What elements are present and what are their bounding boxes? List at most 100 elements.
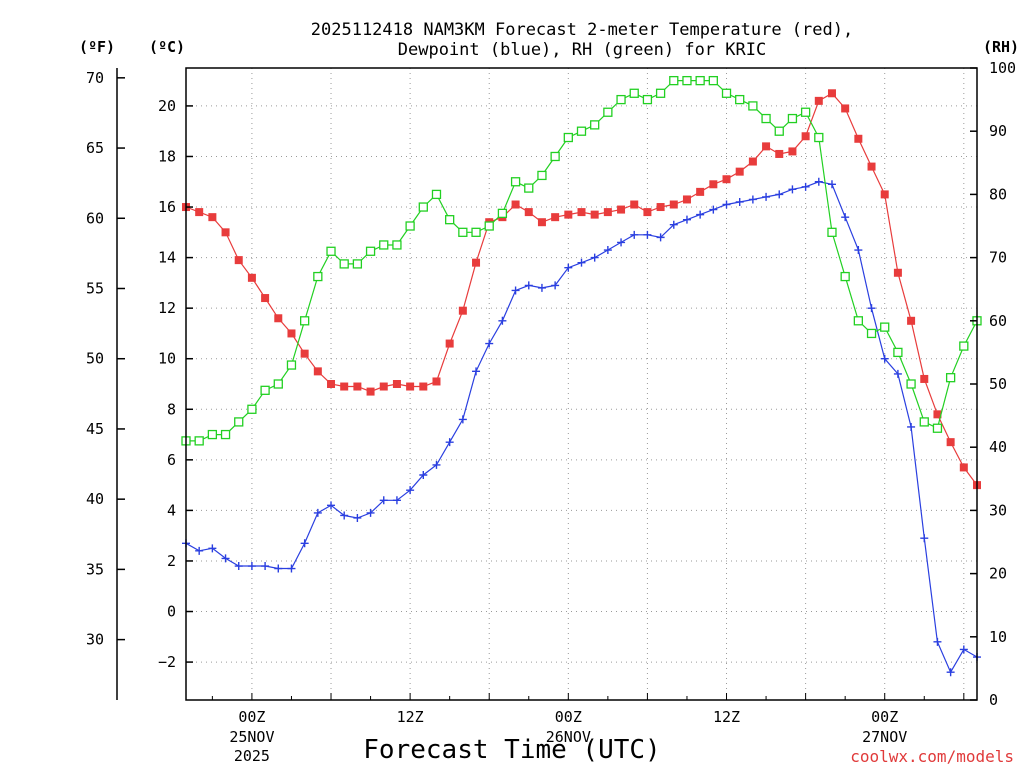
fahrenheit-tick-label: 70 (86, 69, 104, 87)
x-axis-title: Forecast Time (UTC) (363, 735, 660, 765)
rh-point (708, 75, 718, 86)
dewpoint-point (406, 486, 415, 495)
rh-point (286, 360, 297, 370)
rh-point (194, 436, 204, 446)
2-meter-temperature-point (458, 306, 467, 315)
rh-tick-label: 80 (989, 185, 1007, 203)
dewpoint-point (854, 246, 863, 255)
dewpoint-point (313, 508, 322, 517)
dewpoint-point (709, 205, 718, 214)
rh-point (484, 221, 494, 231)
rh-point (339, 259, 349, 269)
credit-label: coolwx.com/models (850, 747, 1014, 766)
time-tick-date: 27NOV (862, 728, 907, 746)
rh-point (260, 385, 270, 395)
2-meter-temperature-point (208, 213, 217, 222)
celsius-tick-label: 14 (158, 249, 176, 267)
celsius-tick-label: 6 (167, 451, 176, 469)
dewpoint-point (722, 200, 731, 209)
celsius-tick-label: 10 (158, 350, 176, 368)
fahrenheit-tick-label: 50 (86, 350, 104, 368)
2-meter-temperature-point (195, 208, 204, 217)
rh-point (510, 177, 521, 187)
rh-tick-label: 30 (989, 501, 1007, 519)
time-tick-date: 25NOV (229, 728, 274, 746)
dewpoint-point (893, 369, 902, 378)
2-meter-temperature-point (709, 180, 718, 189)
rh-tick-label: 0 (989, 691, 998, 709)
time-tick-date: 26NOV (546, 728, 591, 746)
dewpoint-point (195, 546, 204, 555)
dewpoint-point (814, 177, 823, 186)
rh-unit-label: (RH) (983, 38, 1019, 56)
dewpoint-point (880, 354, 889, 363)
rh-tick-label: 100 (989, 59, 1016, 77)
2-meter-temperature-point (274, 314, 283, 323)
rh-tick-label: 50 (989, 375, 1007, 393)
2-meter-temperature-point (511, 200, 520, 209)
rh-point (932, 423, 943, 433)
celsius-tick-label: 18 (158, 147, 176, 165)
2-meter-temperature-point (406, 382, 415, 391)
rh-point (537, 170, 547, 181)
rh-tick-label: 40 (989, 438, 1007, 456)
rh-point (787, 113, 798, 124)
dewpoint-point (537, 283, 546, 292)
rh-point (352, 259, 363, 269)
fahrenheit-tick-label: 55 (86, 279, 104, 297)
rh-point (431, 189, 442, 200)
2-meter-temperature-point (643, 208, 652, 217)
chart-title-line1: 2025112418 NAM3KM Forecast 2-meter Tempe… (311, 20, 853, 40)
time-tick-label: 00Z (871, 708, 898, 726)
chart-title-line2: Dewpoint (blue), RH (green) for KRIC (398, 40, 766, 60)
dewpoint-point (696, 210, 705, 219)
fahrenheit-tick-label: 40 (86, 490, 104, 508)
rh-point (880, 322, 890, 332)
dewpoint-point (551, 281, 560, 290)
celsius-tick-label: 2 (167, 552, 176, 570)
2-meter-temperature-point (630, 200, 639, 209)
rh-point (524, 183, 534, 193)
dewpoint-point (603, 246, 612, 255)
2-meter-temperature-point (524, 208, 533, 217)
2-meter-temperature-point (854, 134, 863, 143)
fahrenheit-unit-label: (ºF) (79, 38, 115, 56)
rh-point (273, 379, 283, 389)
series-layer (181, 75, 982, 677)
dewpoint-point (801, 182, 810, 191)
rh-point (695, 75, 705, 86)
rh-point (840, 271, 850, 282)
2-meter-temperature-line (185, 92, 978, 486)
dewpoint-point (419, 471, 428, 480)
2-meter-temperature-point (827, 89, 836, 98)
rh-point (299, 316, 310, 326)
celsius-unit-label: (ºC) (149, 38, 185, 56)
rh-point (471, 227, 481, 237)
dewpoint-point (300, 539, 309, 548)
2-meter-temperature-point (893, 268, 902, 277)
rh-point (774, 126, 784, 136)
dewpoint-point (445, 438, 454, 447)
dewpoint-point (353, 513, 362, 522)
rh-point (721, 88, 732, 98)
rh-point (748, 101, 758, 111)
2-meter-temperature-point (735, 167, 744, 176)
celsius-tick-label: 4 (167, 501, 176, 519)
dewpoint-point (340, 511, 349, 520)
rh-point (945, 373, 956, 383)
rh-point (576, 126, 587, 136)
dewpoint-point (920, 534, 929, 543)
ticks-layer: −2 0 2 4 6 8 10 12 14 16 18 20 30 35 40 45 50 55 60 65 70 0 10… (86, 59, 1016, 765)
rh-point (655, 88, 666, 98)
rh-point (563, 132, 573, 143)
dewpoint-point (564, 263, 573, 272)
2-meter-temperature-point (221, 228, 230, 237)
rh-point (392, 240, 402, 250)
2-meter-temperature-point (933, 410, 942, 419)
2-meter-temperature-point (379, 382, 388, 391)
2-meter-temperature-point (801, 132, 810, 141)
2-meter-temperature-point (762, 142, 771, 151)
dewpoint-point (788, 185, 797, 194)
rh-point (735, 94, 745, 105)
